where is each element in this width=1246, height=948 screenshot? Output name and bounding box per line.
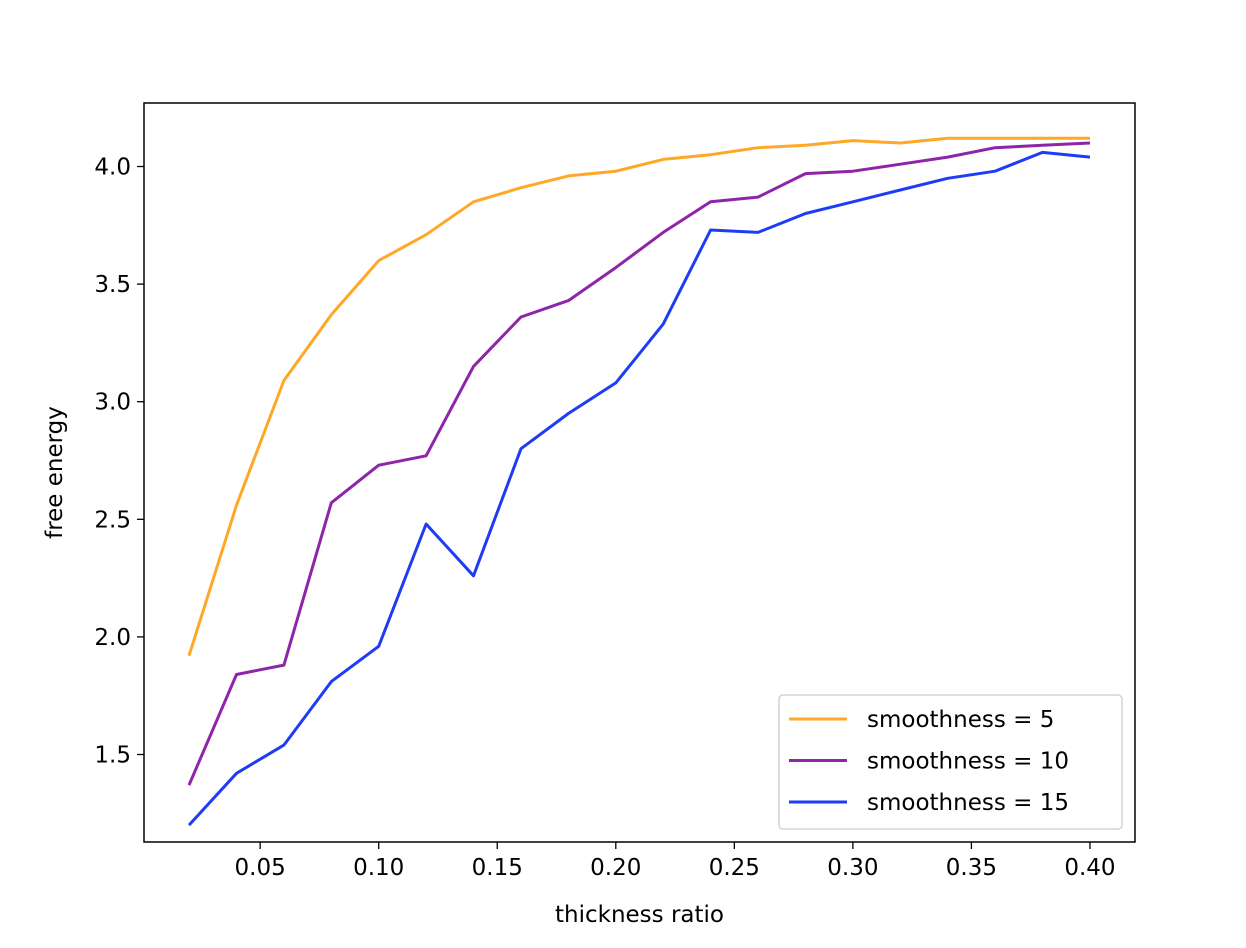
x-tick-label: 0.30 xyxy=(827,855,878,881)
x-tick-label: 0.35 xyxy=(946,855,997,881)
y-tick-label: 3.0 xyxy=(94,390,131,416)
series-line-2 xyxy=(187,141,1091,786)
series-line-1 xyxy=(187,136,1090,657)
legend: smoothness = 5 smoothness = 10 smoothness … xyxy=(778,694,1123,830)
y-tick-label: 1.5 xyxy=(94,743,131,769)
y-tick-label: 2.0 xyxy=(94,625,131,651)
y-tick-label: 2.5 xyxy=(94,507,131,533)
y-tick-label: 3.5 xyxy=(94,272,131,298)
y-tick-label: 4.0 xyxy=(94,155,131,181)
legend-box xyxy=(778,694,1123,830)
legend-label: smoothness = 10 xyxy=(867,749,1069,775)
x-tick-label: 0.10 xyxy=(353,855,404,881)
x-tick-label: 0.15 xyxy=(472,855,523,881)
x-tick-label: 0.05 xyxy=(235,855,286,881)
x-axis-label: thickness ratio xyxy=(555,902,724,928)
y-axis-label: free energy xyxy=(42,406,68,539)
plot-frame xyxy=(143,102,1136,843)
x-tick-label: 0.20 xyxy=(590,855,641,881)
legend-label: smoothness = 15 xyxy=(867,790,1069,816)
legend-label: smoothness = 5 xyxy=(867,707,1054,733)
series-line-3 xyxy=(187,150,1091,827)
x-tick-label: 0.25 xyxy=(709,855,760,881)
axes-layer: 0.05 0.10 0.15 0.20 0.25 0.30 0.35 0.40 1.5 2.0 2.… xyxy=(94,155,1115,881)
x-tick-label: 0.40 xyxy=(1064,855,1115,881)
series-layer xyxy=(187,136,1091,827)
